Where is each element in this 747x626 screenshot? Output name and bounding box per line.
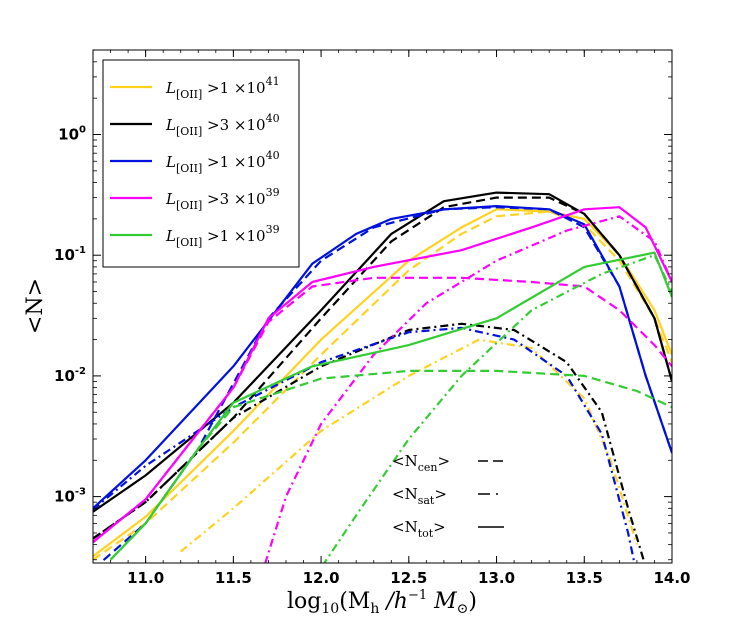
style-key-label-sub: cen [418, 461, 438, 474]
legend-label-prefix: L [165, 116, 176, 134]
legend-label-sub: [OII] [176, 88, 202, 101]
legend-label-text: >1 ×10 [202, 153, 265, 171]
x-axis-label-sun: ⊙ [457, 601, 469, 617]
x-tick-label-6: 14.0 [653, 569, 690, 587]
series-line-11 [264, 215, 672, 563]
legend-label-sup: 39 [266, 186, 280, 199]
x-axis-label-h: h [370, 601, 379, 617]
y-axis-label: <N> [23, 278, 48, 334]
legend-label-sup: 41 [266, 75, 280, 88]
series-line-14 [323, 254, 672, 563]
legend-label-prefix: L [165, 227, 176, 245]
series-line-10 [93, 276, 672, 543]
legend-label-prefix: L [165, 79, 176, 97]
y-tick-label-base: 10 [54, 246, 75, 264]
series-line-13 [109, 369, 672, 561]
legend-label-sub: [OII] [176, 125, 202, 138]
y-tick-label-base: 10 [58, 125, 79, 143]
legend-label-sup: 40 [266, 112, 280, 125]
y-tick-label-sup: -2 [75, 366, 86, 377]
legend-label-sup: 40 [266, 149, 280, 162]
x-axis-label-h-inv: /h [379, 589, 408, 614]
style-key-label-end: > [437, 452, 450, 470]
legend-label-4: L[OII] >1 ×1039 [165, 223, 280, 249]
series-line-2 [180, 338, 638, 553]
tick-layer [92, 49, 673, 563]
x-axis-label-minus1: −1 [408, 588, 427, 603]
style-key-label-1: <Nsat> [392, 485, 447, 507]
style-key-label-end: > [434, 485, 447, 503]
legend-label-prefix: L [165, 190, 176, 208]
legend-label-sup: 39 [266, 223, 280, 236]
y-tick-label-0: 100 [58, 124, 86, 143]
style-key-label-end: > [433, 518, 446, 536]
x-axis-label-close: ) [468, 589, 477, 614]
legend-label-0: L[OII] >1 ×1041 [165, 75, 280, 101]
style-key-label-sub: sat [418, 494, 435, 507]
series-layer [93, 191, 672, 563]
plot-frame [92, 49, 673, 564]
style-key-label-main: <N [392, 518, 418, 536]
x-tick-label-3: 12.5 [390, 569, 427, 587]
legend-label-text: >3 ×10 [202, 190, 265, 208]
legend-label-sub: [OII] [176, 236, 202, 249]
y-tick-label-sup: -1 [75, 245, 86, 256]
style-key: <Ncen><Nsat><Ntot> [392, 452, 504, 540]
style-key-label-main: <N [392, 485, 418, 503]
series-line-5 [93, 322, 646, 563]
legend-frame [102, 59, 300, 268]
y-tick-label-sup: -3 [75, 487, 86, 498]
x-axis-label: log10(Mh /h−1 M⊙) [287, 588, 477, 617]
style-key-label-2: <Ntot> [392, 518, 446, 540]
x-tick-label-5: 13.5 [566, 569, 603, 587]
series-line-4 [93, 196, 672, 540]
y-tick-label-3: 10-3 [54, 487, 86, 506]
style-key-label-sub: tot [418, 527, 434, 540]
y-tick-label-base: 10 [54, 488, 75, 506]
legend-label-3: L[OII] >3 ×1039 [165, 186, 280, 212]
x-tick-label-2: 12.0 [303, 569, 340, 587]
tick-label-layer: 11.0 11.5 12.0 12.5 13.0 13.5 14.010010-110-21… [54, 124, 690, 587]
legend-label-text: >3 ×10 [202, 116, 265, 134]
series-line-1 [93, 210, 672, 561]
legend-label-text: >1 ×10 [202, 227, 265, 245]
x-axis-label-log: log [287, 589, 321, 614]
x-tick-label-1: 11.5 [215, 569, 252, 587]
legend-label-prefix: L [165, 153, 176, 171]
y-tick-label-sup: 0 [79, 124, 86, 135]
x-axis-label-10: 10 [321, 601, 339, 617]
x-axis-label-body: (M [339, 589, 370, 614]
legend-label-sub: [OII] [176, 162, 202, 175]
legend-label-text: >1 ×10 [202, 79, 265, 97]
style-key-label-main: <N [392, 452, 418, 470]
y-tick-label-1: 10-1 [54, 245, 86, 264]
x-tick-label-4: 13.0 [478, 569, 515, 587]
y-tick-label-base: 10 [54, 367, 75, 385]
x-axis-label-M: M [427, 589, 457, 614]
legend-label-sub: [OII] [176, 199, 202, 212]
y-tick-label-2: 10-2 [54, 366, 86, 385]
x-tick-label-0: 11.0 [127, 569, 164, 587]
legend-label-2: L[OII] >1 ×1040 [165, 149, 280, 175]
style-key-label-0: <Ncen> [392, 452, 450, 474]
series-line-12 [109, 251, 672, 561]
legend-label-1: L[OII] >3 ×1040 [165, 112, 280, 138]
